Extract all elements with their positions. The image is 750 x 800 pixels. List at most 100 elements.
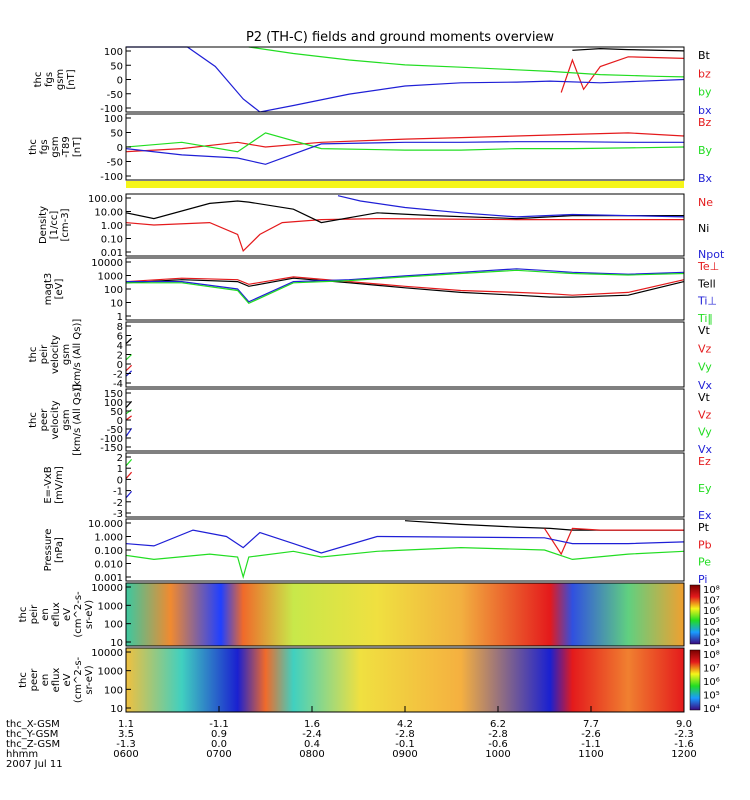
panel-frame — [125, 321, 685, 388]
y-tick-label: -100 — [100, 104, 123, 115]
y-axis-label: thc — [18, 672, 29, 688]
x-tick-label: 0700 — [206, 749, 231, 760]
panel-peer-eflux: 10⁸ 10⁷ 10⁶ 10⁵ 10⁴ 10000 1000 100 10 thc peer en ef… — [18, 647, 720, 715]
legend-entry: Te⊥ — [697, 260, 719, 273]
x-tick-label: 1200 — [671, 749, 696, 760]
y-tick-label: 0 — [117, 360, 123, 371]
series-line-red — [125, 132, 685, 153]
series-line-green — [125, 354, 133, 361]
x-row-label: thc_Y-GSM — [6, 729, 58, 740]
y-tick-label: 150 — [104, 389, 123, 400]
y-tick-label: 0.100 — [94, 546, 123, 557]
y-axis-label: eV — [62, 673, 73, 686]
legend-entry: Vx — [698, 443, 713, 456]
y-tick-label: 10000 — [91, 583, 123, 594]
panel-frame — [125, 582, 685, 647]
y-tick-label: 0.01 — [101, 248, 123, 259]
heatmap-field — [126, 648, 684, 712]
y-axis-label: [cm-3] — [60, 208, 71, 241]
x-tick-label: 1000 — [485, 749, 510, 760]
legend-entry: Vt — [698, 391, 711, 404]
y-axis-label: [1/cc] — [49, 211, 60, 240]
y-axis-label: (cm^2-s- — [73, 591, 84, 638]
y-tick-label: 0.010 — [94, 560, 123, 571]
series-line-black — [125, 337, 133, 345]
legend-entry: Tell — [697, 277, 716, 290]
series-line-blue — [126, 46, 685, 113]
y-tick-label: 10 — [110, 299, 123, 310]
y-axis-label: eflux — [51, 602, 62, 627]
x-tick-label: 0.0 — [211, 739, 227, 750]
y-axis-label: gsm — [55, 69, 66, 90]
legend-entry: Pb — [698, 538, 712, 551]
series-line-red — [543, 527, 684, 556]
y-axis-label: thc — [33, 72, 44, 88]
y-axis-label: [km/s (All Qs)] — [72, 319, 83, 391]
x-tick-label: 0900 — [392, 749, 417, 760]
y-axis-label: velocity — [50, 335, 61, 374]
x-tick-label: 1.6 — [304, 719, 320, 730]
y-tick-label: 10 — [110, 704, 123, 715]
series-line-green — [126, 269, 685, 305]
y-axis-label: sr-eV) — [84, 600, 95, 629]
y-axis-label: Density — [38, 206, 49, 244]
y-axis-label: peer — [39, 408, 50, 432]
y-tick-label: -4 — [113, 379, 123, 390]
colorbar-label: 10⁸ — [703, 650, 720, 661]
x-tick-label: -1.1 — [209, 719, 229, 730]
y-axis-label: [nT] — [66, 69, 77, 89]
colorbar-label: 10⁵ — [703, 617, 720, 628]
series-line-blue — [125, 141, 684, 165]
x-tick-label: 1.1 — [118, 719, 134, 730]
y-axis-label: thc — [18, 607, 29, 623]
y-tick-label: 2 — [117, 453, 123, 464]
colorbar — [689, 584, 701, 645]
y-tick-label: 100 — [104, 398, 123, 409]
x-tick-label: 0800 — [299, 749, 324, 760]
series-line-black — [125, 277, 685, 298]
x-tick-label: 0600 — [113, 749, 138, 760]
y-tick-label: -50 — [107, 158, 123, 169]
panel-frame — [125, 452, 685, 518]
y-tick-label: 100 — [104, 47, 123, 58]
y-tick-label: 2 — [117, 351, 123, 362]
y-tick-label: 8 — [117, 322, 123, 333]
y-tick-label: 100 — [104, 685, 123, 696]
y-tick-label: -50 — [107, 425, 123, 436]
legend-entry: Vz — [698, 408, 712, 421]
y-tick-label: -2 — [113, 498, 123, 509]
colorbar — [689, 649, 701, 711]
x-tick-label: -2.3 — [674, 729, 694, 740]
series-line-red — [125, 217, 684, 253]
y-axis-label: en — [40, 674, 51, 687]
colorbar-label: 10⁵ — [703, 691, 720, 702]
x-tick-label: 4.2 — [397, 719, 413, 730]
legend-entry: Ez — [698, 455, 711, 468]
y-tick-label: 1 — [117, 312, 123, 323]
y-tick-label: -100 — [100, 172, 123, 183]
y-axis-label: [eV] — [54, 279, 65, 300]
y-axis-label: gsm — [61, 344, 72, 365]
y-axis-label: thc — [28, 347, 39, 363]
x-tick-label: -1.6 — [674, 739, 694, 750]
x-tick-label: 0.4 — [304, 739, 320, 750]
x-tick-label: 7.7 — [583, 719, 599, 730]
legend-entry: Vt — [698, 324, 711, 337]
y-tick-label: 100 — [104, 620, 123, 631]
colorbar-label: 10³ — [703, 638, 720, 649]
y-tick-label: 1.000 — [94, 533, 123, 544]
legend-entry: Ne — [698, 196, 713, 209]
legend-entry: bx — [698, 104, 712, 117]
legend-entry: Vy — [698, 426, 712, 439]
y-tick-label: 1 — [117, 464, 123, 475]
y-axis-label: velocity — [50, 400, 61, 439]
y-axis-label: thc — [28, 139, 39, 155]
x-tick-label: -0.6 — [488, 739, 508, 750]
y-axis-label: gsm — [61, 409, 72, 430]
panel-fgs-t89: 100 50 0 -50 -100 thc fgs gsm -T89 [nT] Bz By Bx — [28, 113, 713, 185]
y-axis-label: sr-eV) — [84, 665, 95, 694]
y-tick-label: -50 — [107, 90, 123, 101]
